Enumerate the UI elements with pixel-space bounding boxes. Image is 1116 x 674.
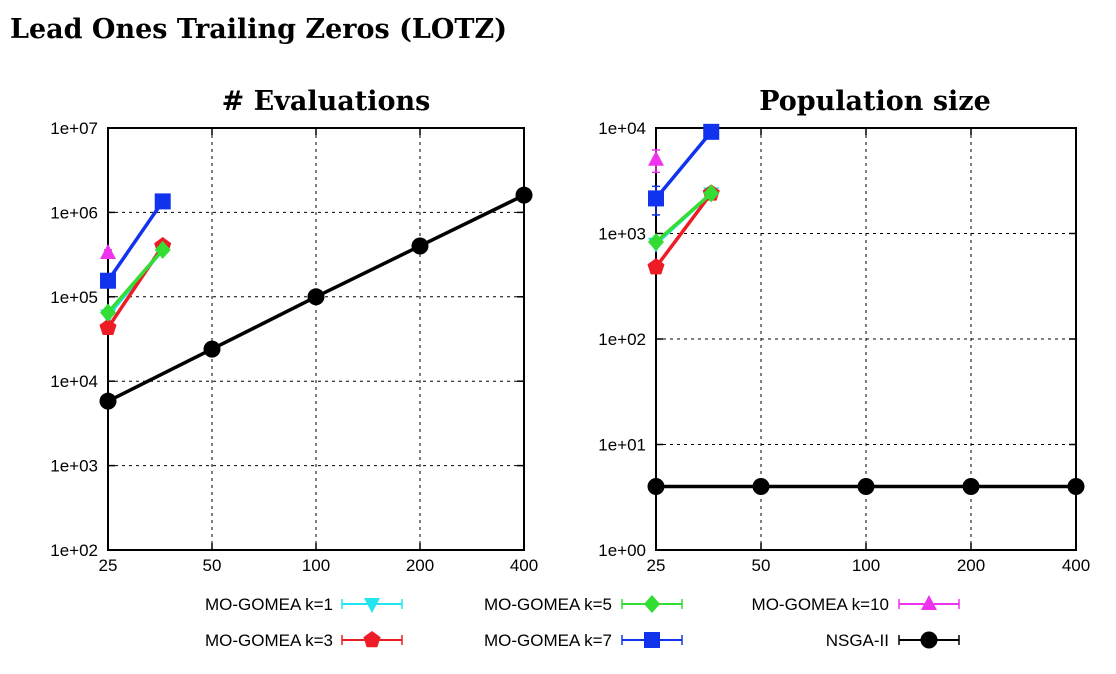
x-tick-label: 25 [647, 556, 666, 575]
legend-label: MO-GOMEA k=3 [205, 631, 333, 650]
legend-marker [363, 631, 381, 648]
y-tick-label: 1e+05 [50, 288, 98, 307]
y-tick-label: 1e+07 [50, 119, 98, 138]
figure-title: Lead Ones Trailing Zeros (LOTZ) [10, 14, 507, 45]
data-point [411, 237, 429, 255]
data-point [99, 318, 117, 336]
x-tick-label: 400 [510, 556, 538, 575]
legend-entry-k5: MO-GOMEA k=5 [484, 595, 683, 614]
x-tick-label: 200 [406, 556, 434, 575]
legend-label: MO-GOMEA k=10 [752, 595, 889, 614]
data-point [100, 272, 116, 289]
legend-label: MO-GOMEA k=1 [205, 595, 333, 614]
data-point [100, 303, 116, 322]
legend-entry-k7: MO-GOMEA k=7 [484, 631, 683, 650]
y-tick-label: 1e+02 [598, 330, 646, 349]
data-point [515, 186, 533, 204]
y-tick-label: 1e+03 [598, 225, 646, 244]
legend: MO-GOMEA k=1 MO-GOMEA k=5 MO-GOMEA k=10 MO-… [205, 595, 960, 650]
series-line [106, 200, 165, 282]
legend-label: MO-GOMEA k=5 [484, 595, 612, 614]
series-k10 [100, 244, 116, 260]
legend-entry-k3: MO-GOMEA k=3 [205, 631, 403, 650]
data-point [857, 477, 875, 495]
data-point [962, 477, 980, 495]
x-tick-label: 100 [852, 556, 880, 575]
panel-population-size: Population size 25 50 100 200 400 1e+00 1e+01 1e… [598, 86, 1090, 575]
data-point [99, 392, 117, 410]
series-line [654, 192, 713, 244]
y-tick-label: 1e+00 [598, 541, 646, 560]
x-tick-label: 200 [957, 556, 985, 575]
data-point [647, 258, 665, 275]
legend-marker [921, 595, 937, 610]
y-tick-label: 1e+02 [50, 541, 98, 560]
data-point [752, 477, 770, 495]
series-k7 [648, 123, 720, 216]
legend-entry-k10: MO-GOMEA k=10 [752, 595, 960, 614]
y-tick-label: 1e+04 [50, 372, 98, 391]
series-k5 [100, 240, 171, 322]
data-point [648, 150, 664, 166]
data-point [647, 477, 665, 495]
data-point [1067, 477, 1085, 495]
panel-title: # Evaluations [222, 86, 431, 117]
x-tick-label: 50 [752, 556, 771, 575]
legend-label: NSGA-II [826, 631, 889, 650]
series-nsga [647, 477, 1085, 495]
y-tick-label: 1e+03 [50, 457, 98, 476]
data-point [203, 340, 221, 358]
data-point [648, 190, 664, 207]
y-tick-label: 1e+01 [598, 436, 646, 455]
legend-marker [364, 598, 380, 613]
series-k10 [648, 149, 664, 174]
series-line [654, 130, 713, 200]
panel-title: Population size [759, 86, 991, 117]
x-tick-label: 50 [203, 556, 222, 575]
x-tick-label: 25 [99, 556, 118, 575]
series-k7 [100, 193, 171, 289]
legend-entry-nsga: NSGA-II [826, 631, 960, 650]
legend-marker [644, 595, 660, 613]
series-k5 [648, 184, 720, 252]
data-point [154, 240, 171, 259]
x-tick-label: 100 [302, 556, 330, 575]
legend-marker [644, 632, 660, 648]
legend-label: MO-GOMEA k=7 [484, 631, 612, 650]
data-point [154, 193, 171, 210]
data-point [703, 123, 720, 140]
data-point [100, 244, 116, 260]
y-tick-label: 1e+04 [598, 119, 646, 138]
legend-marker [920, 631, 938, 649]
data-point [648, 233, 664, 252]
series-nsga [99, 186, 533, 410]
series-line [106, 248, 165, 314]
data-point [307, 288, 325, 306]
legend-entry-k1: MO-GOMEA k=1 [205, 595, 403, 614]
y-tick-label: 1e+06 [50, 203, 98, 222]
x-tick-label: 400 [1062, 556, 1090, 575]
series-line [654, 192, 713, 269]
panel-evaluations: # Evaluations 25 50 100 200 400 1e+02 1e+03 1e+0… [50, 86, 538, 575]
data-point [703, 184, 720, 203]
